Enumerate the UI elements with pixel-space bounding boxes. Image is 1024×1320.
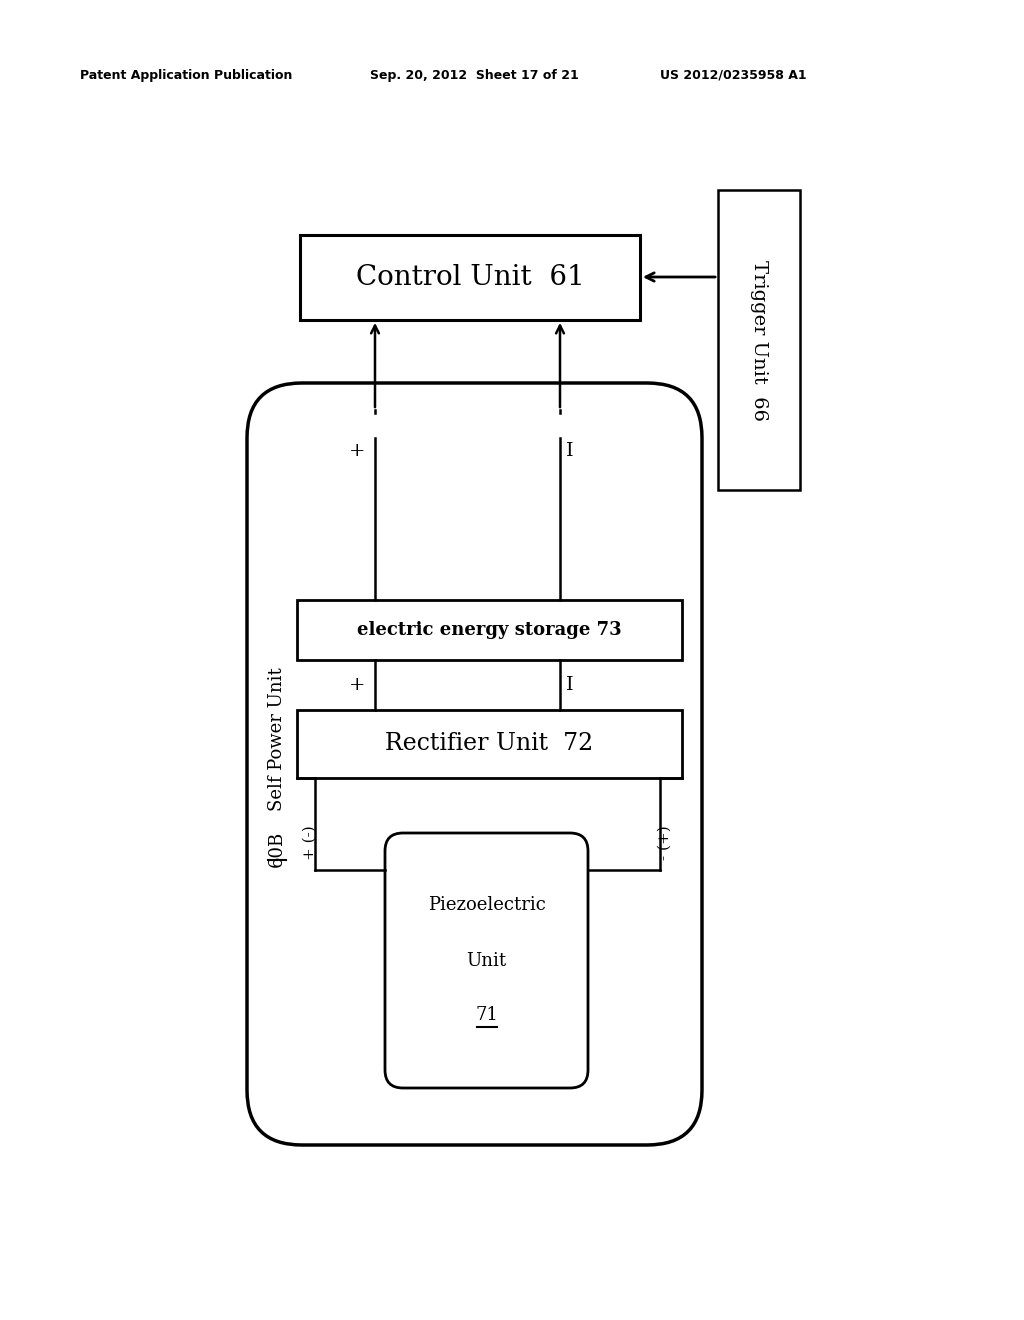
Text: I: I	[566, 442, 573, 459]
Text: Trigger Unit  66: Trigger Unit 66	[750, 260, 768, 421]
Text: +: +	[349, 676, 366, 694]
Text: I: I	[566, 676, 573, 694]
Bar	[300, 235, 640, 319]
Text: Control Unit  61: Control Unit 61	[355, 264, 585, 290]
Bar	[297, 601, 682, 660]
Text: 71: 71	[475, 1006, 498, 1024]
Text: Sep. 20, 2012  Sheet 17 of 21: Sep. 20, 2012 Sheet 17 of 21	[370, 69, 579, 82]
Bar	[718, 190, 800, 490]
Text: + (-): + (-)	[303, 825, 317, 861]
Text: Self Power Unit: Self Power Unit	[268, 667, 286, 810]
Text: Piezoelectric: Piezoelectric	[428, 896, 546, 915]
Text: electric energy storage 73: electric energy storage 73	[357, 620, 622, 639]
Text: Unit: Unit	[467, 952, 507, 969]
Text: US 2012/0235958 A1: US 2012/0235958 A1	[660, 69, 807, 82]
Text: Rectifier Unit  72: Rectifier Unit 72	[385, 733, 594, 755]
Text: Patent Application Publication: Patent Application Publication	[80, 69, 293, 82]
Text: 60B: 60B	[268, 830, 286, 867]
FancyBboxPatch shape	[385, 833, 588, 1088]
FancyBboxPatch shape	[247, 383, 702, 1144]
Text: +: +	[349, 442, 366, 459]
Bar	[297, 710, 682, 777]
Text: - (+): - (+)	[658, 825, 672, 861]
